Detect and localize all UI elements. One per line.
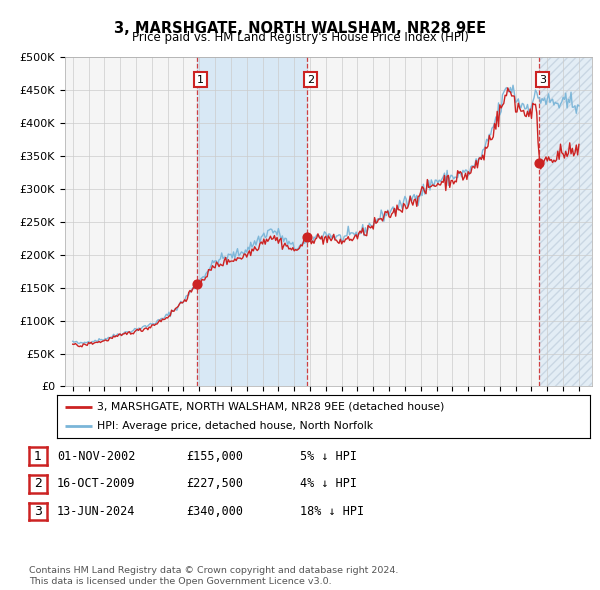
Text: £227,500: £227,500 bbox=[186, 477, 243, 490]
Text: 3: 3 bbox=[34, 505, 42, 518]
Text: £155,000: £155,000 bbox=[186, 450, 243, 463]
Text: 16-OCT-2009: 16-OCT-2009 bbox=[57, 477, 136, 490]
Text: 3, MARSHGATE, NORTH WALSHAM, NR28 9EE (detached house): 3, MARSHGATE, NORTH WALSHAM, NR28 9EE (d… bbox=[97, 402, 445, 412]
Text: This data is licensed under the Open Government Licence v3.0.: This data is licensed under the Open Gov… bbox=[29, 577, 331, 586]
Text: 13-JUN-2024: 13-JUN-2024 bbox=[57, 505, 136, 518]
Text: 4% ↓ HPI: 4% ↓ HPI bbox=[300, 477, 357, 490]
Text: £340,000: £340,000 bbox=[186, 505, 243, 518]
Text: 2: 2 bbox=[307, 74, 314, 84]
Bar bbox=[539, 57, 592, 386]
Text: HPI: Average price, detached house, North Norfolk: HPI: Average price, detached house, Nort… bbox=[97, 421, 373, 431]
Text: Price paid vs. HM Land Registry's House Price Index (HPI): Price paid vs. HM Land Registry's House … bbox=[131, 31, 469, 44]
Bar bbox=[197, 57, 307, 386]
Text: Contains HM Land Registry data © Crown copyright and database right 2024.: Contains HM Land Registry data © Crown c… bbox=[29, 566, 398, 575]
Point bbox=[302, 232, 311, 241]
Text: 1: 1 bbox=[197, 74, 204, 84]
Text: 2: 2 bbox=[34, 477, 42, 490]
Text: 18% ↓ HPI: 18% ↓ HPI bbox=[300, 505, 364, 518]
Text: 3: 3 bbox=[539, 74, 546, 84]
Text: 01-NOV-2002: 01-NOV-2002 bbox=[57, 450, 136, 463]
Text: 5% ↓ HPI: 5% ↓ HPI bbox=[300, 450, 357, 463]
Point bbox=[534, 158, 544, 168]
Text: 1: 1 bbox=[34, 450, 42, 463]
Point bbox=[192, 280, 202, 289]
Text: 3, MARSHGATE, NORTH WALSHAM, NR28 9EE: 3, MARSHGATE, NORTH WALSHAM, NR28 9EE bbox=[114, 21, 486, 35]
